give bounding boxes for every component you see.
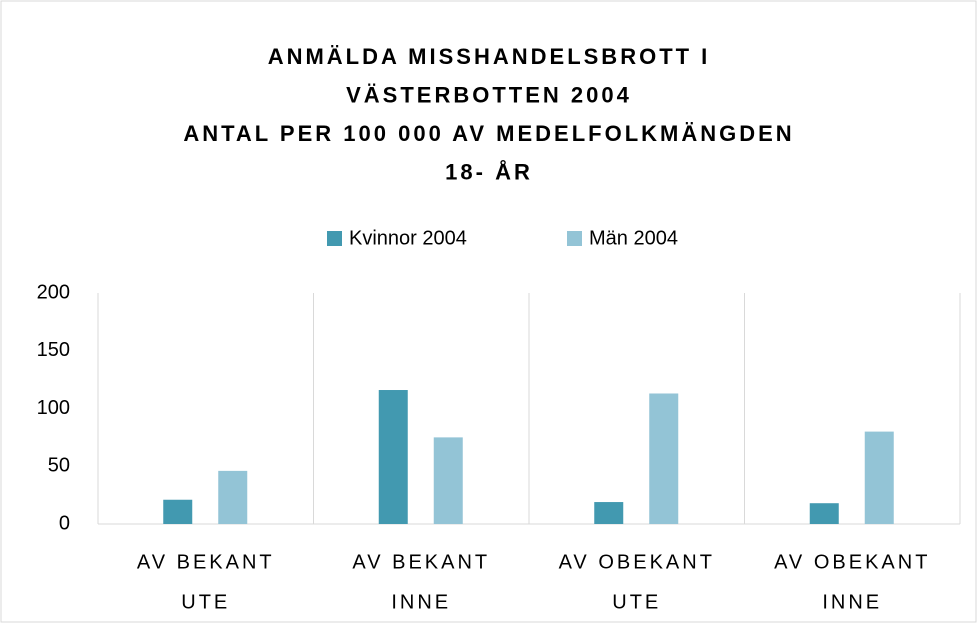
x-tick-label: AV OBEKANT [559, 551, 715, 573]
y-tick-label: 200 [37, 281, 70, 303]
legend-swatch [327, 231, 342, 246]
y-tick-label: 0 [59, 512, 70, 534]
bar [433, 437, 463, 524]
x-tick-label: AV BEKANT [352, 551, 490, 573]
chart-title: 18- ÅR [445, 158, 533, 184]
bar [594, 502, 624, 524]
chart-title: VÄSTERBOTTEN 2004 [346, 82, 632, 107]
bar [218, 470, 248, 524]
chart-title: ANTAL PER 100 000 AV MEDELFOLKMÄNGDEN [183, 121, 794, 146]
chart-title: ANMÄLDA MISSHANDELSBROTT I [268, 44, 711, 69]
bar [649, 393, 679, 524]
x-tick-label: INNE [822, 591, 882, 613]
x-tick-label: AV OBEKANT [774, 551, 930, 573]
x-tick-label: UTE [612, 591, 661, 613]
bar [864, 431, 894, 524]
bar [809, 503, 839, 524]
x-tick-label: INNE [391, 591, 451, 613]
legend-swatch [567, 231, 582, 246]
y-tick-label: 50 [48, 455, 70, 477]
bar [163, 499, 193, 524]
bar [378, 390, 408, 524]
y-tick-label: 100 [37, 397, 70, 419]
y-tick-label: 150 [37, 339, 70, 361]
x-tick-label: AV BEKANT [137, 551, 275, 573]
legend-label: Män 2004 [589, 227, 678, 249]
legend-label: Kvinnor 2004 [349, 227, 467, 249]
x-tick-label: UTE [181, 591, 230, 613]
